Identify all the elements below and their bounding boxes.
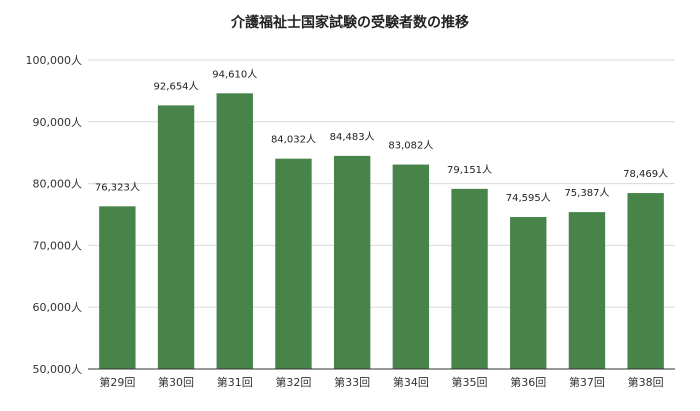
x-tick-label: 第35回 — [452, 375, 488, 389]
bar-data-label: 74,595人 — [506, 192, 551, 204]
bar-data-label: 76,323人 — [95, 181, 140, 193]
bar — [99, 206, 136, 369]
bar — [157, 105, 195, 369]
bar — [392, 164, 430, 369]
y-tick-label: 70,000人 — [33, 239, 83, 252]
y-tick-label: 100,000人 — [26, 54, 83, 67]
bar-data-label: 83,082人 — [388, 140, 433, 152]
y-tick-label: 80,000人 — [33, 178, 83, 191]
x-tick-label: 第31回 — [217, 375, 253, 389]
y-tick-label: 90,000人 — [33, 116, 83, 129]
bar-data-label: 78,469人 — [623, 168, 668, 180]
y-axis-ticks: 50,000人 60,000人 70,000人 80,000人 90,000人 100,0… — [26, 54, 83, 376]
bar — [216, 93, 253, 369]
x-tick-label: 第37回 — [569, 375, 605, 389]
x-axis-ticks: 第29回 第30回 第31回 第32回 第33回 第34回 第35回 第36回 第37回 第38回 — [99, 375, 663, 389]
bar-data-label: 79,151人 — [447, 164, 492, 176]
bar — [568, 212, 606, 369]
bar-data-label: 75,387人 — [564, 187, 609, 199]
y-tick-label: 50,000人 — [33, 363, 83, 376]
bar — [627, 193, 664, 369]
x-tick-label: 第30回 — [158, 375, 194, 389]
chart-title: 介護福祉士国家試験の受験者数の推移 — [230, 14, 469, 31]
x-tick-label: 第36回 — [510, 375, 546, 389]
bar — [333, 155, 371, 369]
bars — [99, 93, 664, 369]
bar — [275, 158, 312, 369]
bar — [510, 217, 547, 369]
x-tick-label: 第38回 — [628, 375, 664, 389]
bar — [451, 188, 488, 369]
x-tick-label: 第34回 — [393, 375, 429, 389]
bar-data-label: 84,483人 — [330, 131, 375, 143]
x-tick-label: 第32回 — [275, 375, 311, 389]
x-tick-label: 第33回 — [334, 375, 370, 389]
data-labels: 76,323人 92,654人 94,610人 84,032人 84,483人 83,08… — [95, 68, 668, 204]
bar-data-label: 94,610人 — [212, 68, 257, 80]
x-tick-label: 第29回 — [99, 375, 135, 389]
bar-data-label: 84,032人 — [271, 134, 316, 146]
y-tick-label: 60,000人 — [33, 301, 83, 314]
bar-data-label: 92,654人 — [154, 80, 199, 92]
